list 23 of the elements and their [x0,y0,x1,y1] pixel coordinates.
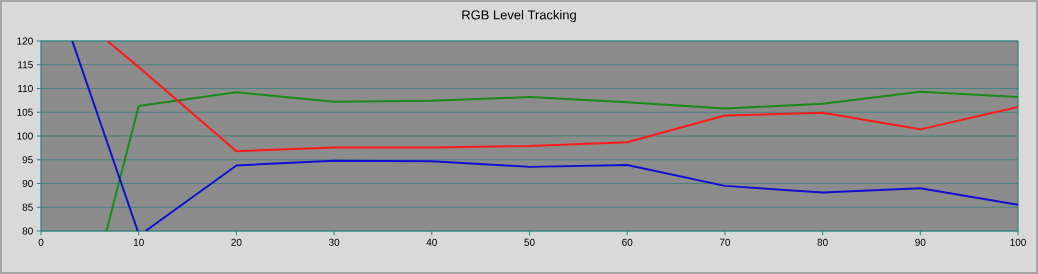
y-tick-label: 110 [18,84,33,93]
x-tick-label: 10 [133,238,144,246]
x-tick-label: 60 [622,238,633,246]
y-tick-label: 120 [17,37,33,45]
y-tick-label: 80 [22,227,33,235]
x-tick-label: 100 [1010,238,1026,246]
chart-title: RGB Level Tracking [462,9,576,23]
line-series [106,41,1019,153]
y-tick-label: 95 [22,156,33,164]
line-series [105,90,1019,231]
y-tick-label: 85 [22,203,33,211]
y-tick-label: 105 [17,108,33,116]
x-tick-label: 80 [817,238,828,246]
x-tick-label: 40 [426,238,437,246]
x-tick-label: 0 [38,238,44,246]
y-tick-label: 90 [22,179,33,188]
x-tick-label: 90 [915,238,926,246]
x-tick-label: 70 [719,238,731,246]
y-tick-label: 115 [18,61,33,69]
x-tick-label: 30 [328,238,340,246]
x-tick-label: 50 [524,238,535,246]
y-tick-label: 100 [17,132,33,140]
x-tick-label: 20 [231,238,242,246]
